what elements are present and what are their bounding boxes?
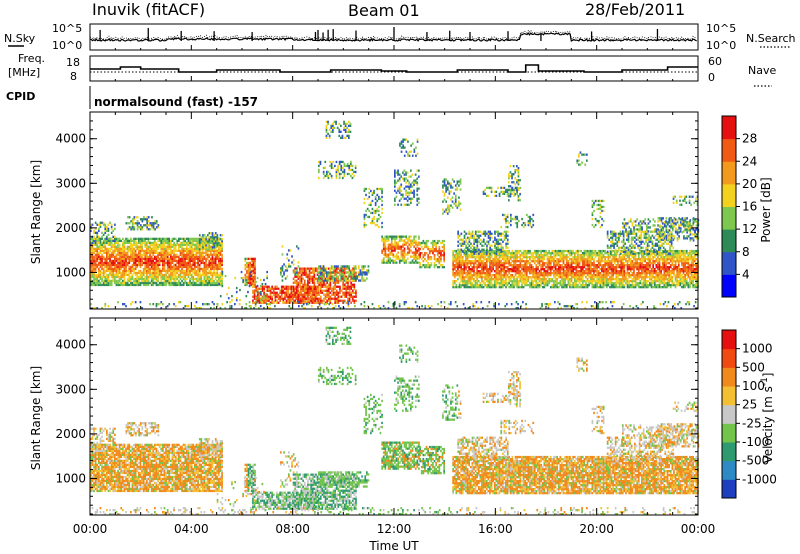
freq-panel: Freq. [MHz] 18 8 60 0 Nave xyxy=(8,52,776,87)
x-tick-label: 12:00 xyxy=(377,522,412,536)
colorbar-segment xyxy=(722,348,736,368)
power-heatmap xyxy=(90,120,700,310)
x-tick-label: 00:00 xyxy=(681,522,716,536)
colorbar-tick-label: 28 xyxy=(742,132,757,146)
power-x-axis xyxy=(89,112,699,309)
colorbar-tick-label: -1000 xyxy=(742,472,777,486)
colorbar-segment xyxy=(722,183,736,207)
nsky-tick-top: 10^5 xyxy=(52,22,82,35)
cpid-value: normalsound (fast) -157 xyxy=(94,95,258,109)
colorbar-tick-label: 8 xyxy=(742,245,750,259)
velocity-panel: 1000 2000 3000 4000 00:00 04:00 08:00 12:00 16:… xyxy=(29,317,716,553)
colorbar-tick-label: 25 xyxy=(742,398,757,412)
colorbar-tick-label: 4 xyxy=(742,267,750,281)
x-tick-label: 08:00 xyxy=(275,522,310,536)
y-tick-label: 3000 xyxy=(55,176,86,190)
colorbar-tick-label: 24 xyxy=(742,154,757,168)
power-y-axis: 1000 2000 3000 4000 xyxy=(55,111,698,309)
colorbar-segment xyxy=(722,206,736,230)
nsearch-label: N.Search xyxy=(746,32,796,45)
colorbar-tick-label: 100 xyxy=(742,379,765,393)
y-tick-label: 3000 xyxy=(55,382,86,396)
colorbar-segment xyxy=(722,274,736,298)
colorbar-segment xyxy=(722,229,736,253)
colorbar-tick-label: 12 xyxy=(742,222,757,236)
x-tick-label: 20:00 xyxy=(579,522,614,536)
freq-label-line1: Freq. xyxy=(18,52,45,65)
beam-title: Beam 01 xyxy=(348,1,420,20)
velocity-ylabel: Slant Range [km] xyxy=(29,366,43,470)
colorbar-segment xyxy=(722,116,736,140)
y-tick-label: 4000 xyxy=(55,132,86,146)
y-tick-label: 2000 xyxy=(55,221,86,235)
colorbar-tick-label: 500 xyxy=(742,360,765,374)
freq-tick-bottom: 8 xyxy=(70,70,77,83)
y-tick-label: 4000 xyxy=(55,338,86,352)
colorbar-tick-label: 20 xyxy=(742,177,757,191)
y-tick-label: 1000 xyxy=(55,471,86,485)
y-tick-label: 2000 xyxy=(55,427,86,441)
colorbar-segment xyxy=(722,138,736,162)
time-xlabel: Time UT xyxy=(368,539,419,553)
nsky-panel: N.Sky 10^5 10^0 10^5 10^0 N.Search xyxy=(4,22,796,52)
y-tick-label: 1000 xyxy=(55,265,86,279)
colorbar-tick-label: -100 xyxy=(742,435,769,449)
colorbar-tick-label: 1000 xyxy=(742,342,773,356)
nsky-label: N.Sky xyxy=(4,32,36,45)
x-tick-label: 00:00 xyxy=(73,522,108,536)
x-tick-label: 04:00 xyxy=(174,522,209,536)
colorbar-segment xyxy=(722,251,736,275)
velocity-heatmap xyxy=(90,326,700,516)
colorbar-segment xyxy=(722,367,736,387)
colorbar-tick-label: 16 xyxy=(742,200,757,214)
colorbar-tick-label: -500 xyxy=(742,454,769,468)
nsearch-tick-bottom: 10^0 xyxy=(706,39,736,52)
power-colorbar: 4 8 12 16 20 24 28 xyxy=(721,115,757,298)
station-title: Inuvik (fitACF) xyxy=(92,0,205,19)
velocity-colorbar-label: Velocity [m s-1] xyxy=(760,373,775,464)
velocity-y-axis: 1000 2000 3000 4000 xyxy=(55,317,698,515)
colorbar-tick-label: -25 xyxy=(742,416,762,430)
colorbar-segment xyxy=(722,423,736,443)
nsky-trace xyxy=(89,27,699,50)
colorbar-segment xyxy=(722,161,736,185)
freq-label-line2: [MHz] xyxy=(8,66,40,79)
colorbar-segment xyxy=(722,330,736,350)
nave-label: Nave xyxy=(748,64,776,77)
freq-trace xyxy=(89,64,699,81)
velocity-x-axis: 00:00 04:00 08:00 12:00 16:00 20:00 00:00 xyxy=(73,318,716,536)
colorbar-segment xyxy=(722,442,736,462)
nsky-tick-bottom: 10^0 xyxy=(52,39,82,52)
colorbar-segment xyxy=(722,460,736,480)
power-ylabel: Slant Range [km] xyxy=(29,160,43,264)
date-title: 28/Feb/2011 xyxy=(585,0,685,19)
colorbar-segment xyxy=(722,386,736,406)
freq-tick-top: 18 xyxy=(66,56,80,69)
power-panel: 1000 2000 3000 4000 Slant Range [km] xyxy=(29,111,700,310)
nave-tick-bottom: 0 xyxy=(708,71,715,84)
x-tick-label: 16:00 xyxy=(478,522,513,536)
nave-tick-top: 60 xyxy=(708,55,722,68)
nsearch-tick-top: 10^5 xyxy=(706,22,736,35)
cpid-label: CPID xyxy=(6,90,35,103)
velocity-colorbar: 1000 500 100 25 -25 -100 -500 -1000 xyxy=(721,329,777,499)
colorbar-segment xyxy=(722,479,736,499)
power-colorbar-label: Power [dB] xyxy=(759,177,773,242)
colorbar-segment xyxy=(722,404,736,424)
